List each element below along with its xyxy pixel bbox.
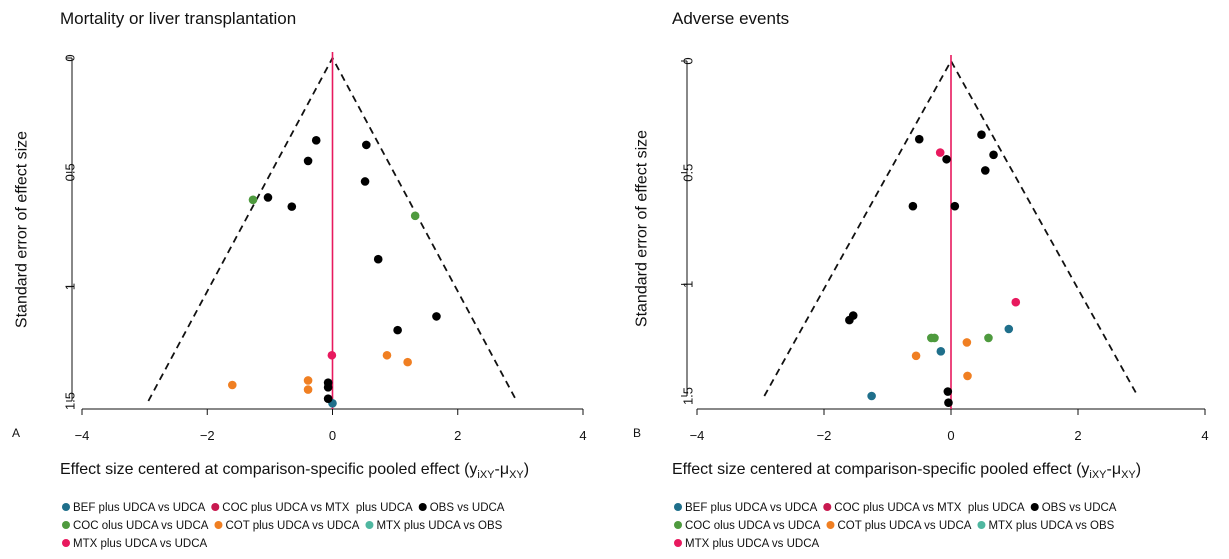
legend-entry: MTX plus UDCA vs OBS — [988, 520, 1114, 532]
data-point — [303, 376, 313, 385]
data-point — [930, 333, 939, 343]
data-point — [963, 371, 972, 381]
data-point — [935, 148, 945, 157]
panel-b: Adverse events −4 −2 0 2 4 0 0.5 1 1.5 Standard er… — [633, 9, 1209, 550]
data-point — [911, 351, 921, 361]
legend: BEF plus UDCA vs UDCA COC plus UDCA vs MT… — [674, 502, 1117, 550]
data-point — [360, 177, 370, 186]
data-point — [382, 350, 392, 360]
x-axis-label: Effect size centered at comparison-speci… — [60, 461, 529, 481]
legend-entry: BEF plus UDCA vs UDCA — [685, 502, 818, 514]
data-point — [362, 140, 371, 150]
data-point — [311, 136, 321, 145]
legend-marker — [823, 503, 832, 511]
y-tick-label: 1.5 — [681, 387, 696, 405]
data-point — [303, 156, 313, 166]
y-tick-label: 0.5 — [63, 163, 78, 181]
x-axis-label: Effect size centered at comparison-speci… — [672, 461, 1141, 481]
legend-marker — [62, 521, 70, 529]
x-tick-label: 2 — [454, 428, 461, 443]
legend-entry: MTX plus UDCA vs UDCA — [685, 538, 820, 550]
legend-marker — [418, 503, 427, 511]
y-axis-label: Standard error of effect size — [14, 131, 31, 328]
legend-entry: MTX plus UDCA vs UDCA — [73, 538, 208, 550]
legend-marker — [674, 539, 682, 547]
funnel-limit-lines — [763, 59, 1139, 397]
data-point — [327, 350, 337, 360]
legend-entry: COC olus UDCA vs UDCA — [73, 520, 209, 532]
data-point — [410, 211, 420, 221]
data-point — [393, 325, 402, 335]
legend-entry: COC plus UDCA vs MTX plus UDCA — [222, 502, 413, 514]
legend-marker — [214, 521, 223, 529]
data-point — [1011, 297, 1021, 307]
data-point — [287, 202, 297, 211]
y-tick-label: 0 — [63, 54, 78, 61]
y-tick-label: 1 — [681, 281, 696, 288]
data-point — [989, 150, 998, 160]
data-point — [373, 254, 383, 264]
legend-marker — [62, 539, 70, 547]
legend-marker — [1030, 503, 1039, 511]
y-tick-label: 0.5 — [681, 164, 696, 182]
legend-marker — [977, 521, 986, 529]
x-tick-label: 0 — [329, 428, 336, 443]
data-point — [936, 347, 946, 356]
data-point — [977, 130, 986, 139]
legend-marker — [211, 503, 220, 511]
data-point — [432, 312, 441, 321]
legend-entry: MTX plus UDCA vs OBS — [376, 520, 502, 532]
y-tick-label: 0 — [681, 57, 696, 64]
data-point — [980, 166, 990, 175]
data-point — [908, 201, 918, 211]
legend-marker — [826, 521, 835, 529]
x-tick-label: 0 — [947, 428, 954, 443]
x-tick-label: 2 — [1074, 428, 1081, 443]
legend-entry: COT plus UDCA vs UDCA — [837, 520, 971, 532]
panel-letter: A — [12, 426, 20, 440]
data-point — [848, 311, 858, 320]
x-tick-label: 4 — [579, 428, 586, 443]
data-point — [944, 398, 953, 408]
data-point — [867, 391, 876, 401]
legend-entry: OBS vs UDCA — [1042, 502, 1117, 514]
legend-entry: COT plus UDCA vs UDCA — [225, 520, 359, 532]
x-tick-label: −4 — [75, 428, 90, 443]
x-tick-label: −4 — [690, 428, 705, 443]
chart-title: Adverse events — [672, 9, 789, 28]
data-point — [1004, 324, 1014, 334]
data-point — [263, 193, 273, 202]
legend-marker — [365, 521, 374, 529]
chart-title: Mortality or liver transplantation — [60, 9, 296, 28]
data-point — [248, 195, 258, 205]
legend-entry: COC plus UDCA vs MTX plus UDCA — [834, 502, 1025, 514]
data-point — [943, 387, 953, 396]
x-tick-label: 4 — [1201, 428, 1208, 443]
legend-marker — [62, 503, 70, 511]
legend: BEF plus UDCA vs UDCA COC plus UDCA vs MT… — [62, 502, 505, 550]
legend-entry: OBS vs UDCA — [430, 502, 505, 514]
legend-entry: COC olus UDCA vs UDCA — [685, 520, 821, 532]
legend-entry: BEF plus UDCA vs UDCA — [73, 502, 206, 514]
x-tick-label: −2 — [817, 428, 832, 443]
y-tick-label: 1 — [63, 283, 78, 290]
data-point — [303, 385, 313, 394]
legend-marker — [674, 503, 682, 511]
data-point — [984, 333, 993, 343]
panel-a: Mortality or liver transplantation −4 −2 0 2… — [12, 9, 587, 550]
data-point — [323, 382, 333, 392]
data-point — [323, 394, 333, 404]
data-point — [962, 338, 972, 347]
data-point — [228, 380, 237, 390]
y-axis-label: Standard error of effect size — [634, 130, 651, 327]
data-point — [942, 154, 951, 164]
legend-marker — [674, 521, 682, 529]
data-point — [950, 201, 960, 211]
data-point — [914, 134, 924, 144]
x-tick-label: −2 — [200, 428, 215, 443]
panel-letter: B — [633, 426, 641, 440]
data-point — [403, 357, 412, 367]
y-tick-label: 1.5 — [63, 392, 78, 410]
